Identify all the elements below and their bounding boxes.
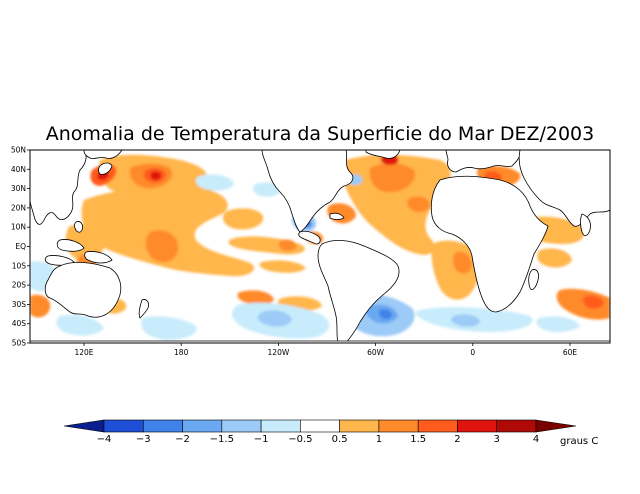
- colorbar-box: [221, 419, 262, 433]
- colorbar-box: [260, 419, 301, 433]
- latitude-label: 50S: [12, 339, 27, 348]
- latitude-label: EQ: [15, 242, 26, 251]
- colorbar-tick-label: 1: [376, 434, 382, 445]
- hot-anomaly-subtropical-atlantic: [407, 196, 430, 213]
- philippines: [73, 221, 83, 233]
- colorbar-box: [103, 419, 144, 433]
- cold-anomaly-south-of-australia: [56, 314, 104, 336]
- australia: [44, 262, 122, 318]
- hot-anomaly-south-indian-ocean-core: [583, 295, 604, 309]
- cold-anomaly-southern-ocean-pacific: [141, 316, 197, 340]
- borneo: [56, 239, 85, 252]
- latitude-label: 40N: [11, 165, 26, 174]
- warm-anomaly-west-pacific: [81, 187, 255, 277]
- africa: [430, 175, 549, 313]
- japan: [98, 162, 113, 175]
- map-title: Anomalia de Temperatura da Superficie do…: [46, 123, 594, 145]
- latitude-label: 30S: [12, 300, 27, 309]
- new-zealand: [138, 299, 149, 319]
- hot-anomaly-southeast-pacific: [237, 290, 274, 305]
- latitude-label: 20N: [11, 203, 26, 212]
- hot-anomaly-south-indian-ocean: [556, 288, 610, 320]
- longitude-label: 120W: [268, 348, 290, 357]
- colorbar-tick-label: 0.5: [332, 434, 348, 445]
- longitude-label: 120E: [74, 348, 93, 357]
- colorbar-box: [182, 419, 223, 433]
- colorbar-tick-label: −4: [97, 434, 112, 445]
- colorbar-box: [496, 419, 537, 433]
- greenland: [365, 150, 401, 159]
- cool-anomaly-south-of-africa: [451, 314, 480, 327]
- colorbar-box: [417, 419, 458, 433]
- latitude-label: 10S: [12, 261, 27, 270]
- colorbar-min-arrow: [63, 419, 105, 433]
- colorbar-tick-label: −2: [175, 434, 190, 445]
- latitude-label: 40S: [12, 319, 27, 328]
- colorbar-box: [457, 419, 498, 433]
- latitude-label: 10N: [11, 223, 26, 232]
- asia-west-landmass: [30, 150, 87, 225]
- colorbar: −4 −3 −2 −1.5 −1 −0.5 0.5 1 1.5 2 3 4: [63, 419, 577, 445]
- caribbean-islands: [329, 212, 345, 220]
- longitude-label: 180: [174, 348, 189, 357]
- longitude-label: 60E: [563, 348, 578, 357]
- hot-anomaly-tasman-sea: [30, 294, 51, 318]
- asia-east-landmass: [518, 150, 610, 227]
- warm-anomaly-south-equatorial-pacific: [259, 260, 306, 273]
- latitude-label: 20S: [12, 281, 27, 290]
- hot-anomaly-central-pacific: [145, 230, 179, 263]
- hot-anomaly-benguela: [453, 251, 472, 274]
- europe: [445, 150, 521, 173]
- longitude-label: 60W: [367, 348, 385, 357]
- warm-anomaly-north-atlantic: [341, 154, 451, 255]
- colorbar-tick-label: 2: [454, 434, 460, 445]
- cold-anomaly-south-atlantic-core: [378, 309, 392, 320]
- hot-anomaly-kuroshio-peak: [150, 171, 162, 181]
- colorbar-tick-label: 3: [494, 434, 500, 445]
- hot-anomaly-east-pacific: [278, 239, 297, 251]
- colorbar-tick-label: −0.5: [288, 434, 312, 445]
- north-america: [261, 150, 354, 233]
- central-america: [298, 230, 321, 245]
- colorbar-box: [339, 419, 380, 433]
- cold-anomaly-southern-indian-ocean: [536, 316, 580, 333]
- northeast-asia: [83, 150, 123, 159]
- south-america: [317, 240, 400, 343]
- latitude-axis: 50N 40N 30N 20N 10N EQ 10S 20S 30S 40S 50S: [11, 146, 30, 348]
- colorbar-tick-label: 1.5: [410, 434, 426, 445]
- colorbar-box: [378, 419, 419, 433]
- hot-anomaly-north-atlantic: [369, 162, 415, 193]
- longitude-axis: 120E 180 120W 60W 0 60E: [74, 343, 577, 357]
- cool-anomaly-south-pacific: [257, 310, 292, 327]
- latitude-label: 50N: [11, 146, 26, 155]
- colorbar-tick-label: −1: [254, 434, 269, 445]
- colorbar-box: [142, 419, 183, 433]
- new-guinea: [84, 251, 113, 264]
- warm-anomaly-central-indian-ocean: [537, 248, 572, 268]
- cold-anomaly-northeast-pacific: [253, 182, 280, 197]
- colorbar-unit-label: graus C: [560, 436, 598, 447]
- colorbar-box: [300, 419, 340, 433]
- india: [580, 213, 591, 236]
- colorbar-tick-label: −3: [136, 434, 151, 445]
- warm-anomaly-subtropical-pacific: [222, 208, 264, 230]
- madagascar: [528, 269, 539, 290]
- longitude-label: 0: [470, 348, 475, 357]
- colorbar-tick-label: 4: [533, 434, 539, 445]
- colorbar-max-arrow: [535, 419, 577, 433]
- latitude-label: 30N: [11, 184, 26, 193]
- cold-anomaly-north-pacific: [195, 174, 234, 191]
- colorbar-tick-label: −1.5: [210, 434, 234, 445]
